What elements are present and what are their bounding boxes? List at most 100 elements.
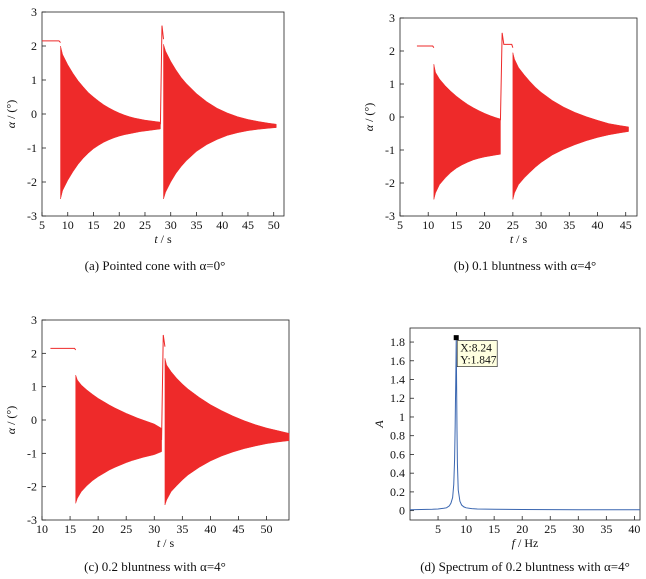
datatip-marker bbox=[453, 335, 459, 341]
x-tick-label: 25 bbox=[507, 218, 519, 232]
oscillation-envelope bbox=[75, 374, 162, 504]
series-line bbox=[409, 337, 640, 511]
panel-caption: (a) Pointed cone with α=0° bbox=[85, 258, 226, 273]
x-tick-label: 15 bbox=[87, 218, 99, 232]
y-axis-unit: / (°) bbox=[4, 406, 18, 428]
y-tick-label: -2 bbox=[27, 480, 37, 494]
x-tick-label: 10 bbox=[62, 218, 74, 232]
y-tick-label: 1.6 bbox=[390, 354, 405, 368]
y-tick-label: 0 bbox=[31, 107, 37, 121]
y-tick-label: 1.8 bbox=[390, 335, 405, 349]
chart-panel-d: 5 10 15 20 25 30 35 40 0 0.2 0.4 0.6 0.8 1 1.2 1.4 1.6 1.… bbox=[372, 327, 641, 574]
x-tick-label: 45 bbox=[232, 522, 244, 536]
x-tick-label: 25 bbox=[139, 218, 151, 232]
oscillation-envelope bbox=[164, 358, 290, 506]
y-axis-variable: α bbox=[4, 121, 18, 128]
y-tick-label: 1 bbox=[399, 410, 405, 424]
series-line bbox=[50, 347, 77, 351]
x-tick-label: 30 bbox=[572, 522, 584, 536]
y-tick-label: 1 bbox=[31, 380, 37, 394]
x-tick-label: 40 bbox=[204, 522, 216, 536]
x-tick-label: 20 bbox=[479, 218, 491, 232]
x-tick-label: 15 bbox=[450, 218, 462, 232]
x-tick-label: 20 bbox=[516, 522, 528, 536]
datatip-box bbox=[456, 340, 498, 367]
y-tick-label: 1.4 bbox=[390, 373, 405, 387]
x-tick-label: 5 bbox=[435, 522, 441, 536]
x-tick-label: 40 bbox=[216, 218, 228, 232]
x-tick-label: 25 bbox=[120, 522, 132, 536]
x-tick-label: 20 bbox=[92, 522, 104, 536]
y-tick-label: 2 bbox=[31, 346, 37, 360]
y-axis-label: α / (°) bbox=[4, 406, 18, 434]
x-tick-label: 10 bbox=[422, 218, 434, 232]
series-line bbox=[42, 40, 61, 43]
y-tick-label: 3 bbox=[31, 5, 37, 19]
datatip-x: X:8.24 bbox=[460, 343, 492, 355]
y-axis-variable: α bbox=[4, 427, 18, 434]
x-axis-variable: t bbox=[510, 232, 514, 246]
series-line bbox=[161, 334, 166, 441]
x-tick-label: 30 bbox=[535, 218, 547, 232]
y-tick-label: 3 bbox=[31, 313, 37, 327]
y-axis-label: α / (°) bbox=[4, 100, 18, 128]
y-tick-label: 0 bbox=[399, 504, 405, 518]
y-axis-label: α / (°) bbox=[362, 103, 376, 131]
series-line bbox=[499, 32, 514, 121]
x-tick-label: 5 bbox=[397, 218, 403, 232]
x-tick-label: 5 bbox=[39, 218, 45, 232]
chart-panel-b: 5 10 15 20 25 30 35 40 45 -3 -2 -1 0 1 2 3 t / s α / (°) (… bbox=[362, 11, 638, 273]
series-line bbox=[416, 45, 435, 48]
x-tick-label: 30 bbox=[165, 218, 177, 232]
y-tick-label: 1 bbox=[31, 73, 37, 87]
y-tick-label: 0.4 bbox=[390, 466, 405, 480]
y-tick-label: -3 bbox=[27, 209, 37, 223]
x-tick-label: 10 bbox=[460, 522, 472, 536]
x-tick-label: 20 bbox=[113, 218, 125, 232]
x-axis-unit: / Hz bbox=[515, 536, 538, 550]
y-tick-label: 2 bbox=[389, 44, 395, 58]
x-axis-unit: / s bbox=[160, 536, 174, 550]
x-tick-label: 35 bbox=[600, 522, 612, 536]
x-tick-label: 35 bbox=[563, 218, 575, 232]
oscillation-envelope bbox=[163, 44, 277, 200]
x-tick-label: 35 bbox=[190, 218, 202, 232]
x-tick-label: 45 bbox=[620, 218, 632, 232]
y-tick-label: -2 bbox=[385, 176, 395, 190]
y-axis-unit: / (°) bbox=[4, 100, 18, 122]
x-tick-label: 40 bbox=[592, 218, 604, 232]
panel-caption: (c) 0.2 bluntness with α=4° bbox=[84, 559, 226, 574]
x-axis-variable: f bbox=[512, 536, 517, 550]
y-tick-label: 0.2 bbox=[390, 485, 405, 499]
x-axis-variable: t bbox=[157, 536, 161, 550]
x-axis-label: f / Hz bbox=[512, 536, 539, 550]
y-tick-label: -3 bbox=[27, 513, 37, 527]
x-tick-label: 15 bbox=[488, 522, 500, 536]
x-axis-unit: / s bbox=[513, 232, 527, 246]
oscillation-envelope bbox=[433, 64, 501, 200]
panel-caption: (b) 0.1 bluntness with α=4° bbox=[454, 258, 596, 273]
x-tick-label: 35 bbox=[176, 522, 188, 536]
y-tick-label: 1 bbox=[389, 77, 395, 91]
x-tick-label: 45 bbox=[242, 218, 254, 232]
x-axis-variable: t bbox=[154, 232, 158, 246]
chart-panel-a: 5 10 15 20 25 30 35 40 45 50 -3 -2 -1 0 1 2 3 t / s α / (°… bbox=[4, 5, 285, 273]
x-tick-label: 40 bbox=[628, 522, 640, 536]
oscillation-envelope bbox=[60, 45, 161, 200]
x-tick-label: 30 bbox=[148, 522, 160, 536]
y-tick-label: 2 bbox=[31, 39, 37, 53]
y-tick-label: -2 bbox=[27, 175, 37, 189]
x-tick-label: 25 bbox=[544, 522, 556, 536]
x-tick-label: 50 bbox=[268, 218, 280, 232]
y-tick-label: 1.2 bbox=[390, 391, 405, 405]
y-tick-label: 0 bbox=[31, 413, 37, 427]
x-tick-label: 15 bbox=[64, 522, 76, 536]
oscillation-envelope bbox=[512, 52, 629, 200]
x-tick-label: 10 bbox=[36, 522, 48, 536]
chart-panel-c: 10 15 20 25 30 35 40 45 50 -3 -2 -1 0 1 2 3 t / s α / (°)… bbox=[4, 313, 290, 574]
y-tick-label: -1 bbox=[27, 141, 37, 155]
y-tick-label: 0.8 bbox=[390, 429, 405, 443]
y-tick-label: 3 bbox=[389, 11, 395, 25]
x-axis-label: t / s bbox=[157, 536, 175, 550]
